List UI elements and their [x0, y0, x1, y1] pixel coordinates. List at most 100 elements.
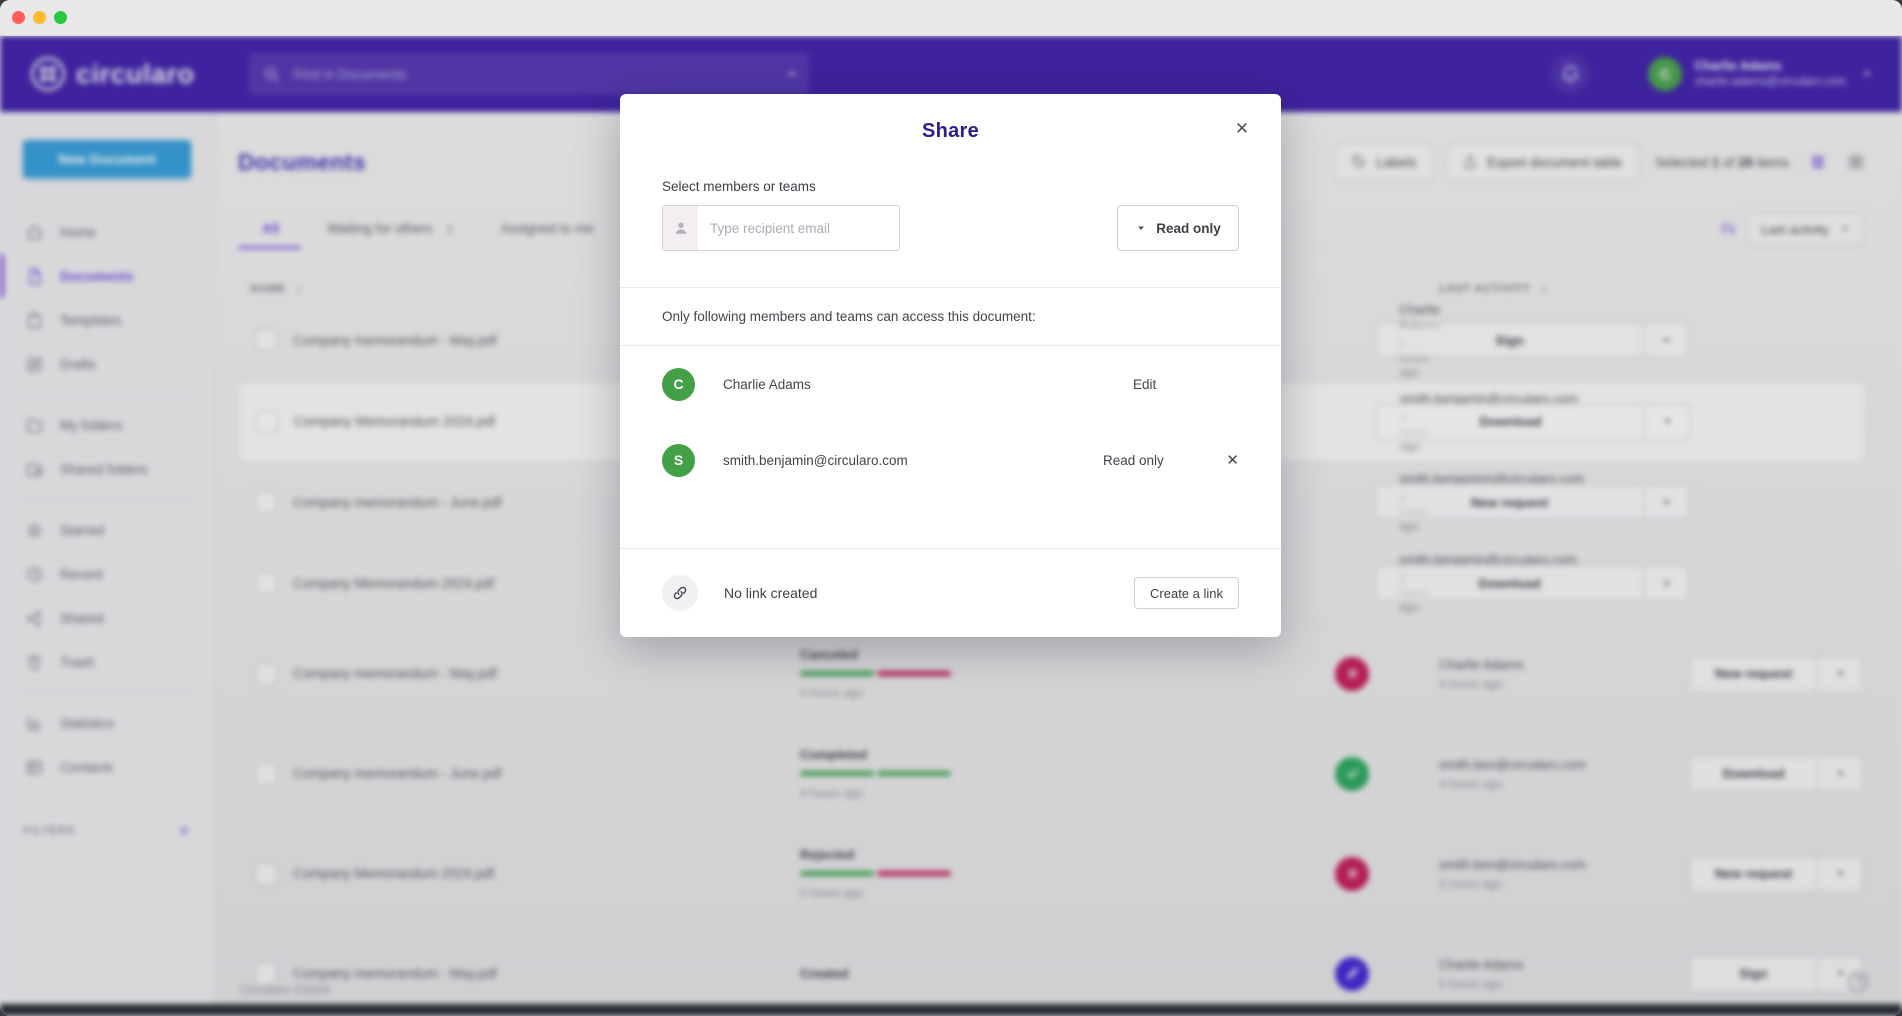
tab[interactable]: Assigned to me: [501, 221, 594, 249]
table-row[interactable]: Company memorandum - May.pdf Created Cha…: [238, 924, 1865, 1004]
row-action-button[interactable]: Download: [1375, 565, 1689, 601]
document-name[interactable]: Company memorandum - May.pdf: [293, 666, 497, 681]
sidebar-row: [0, 692, 214, 693]
row-action-button[interactable]: Download: [1376, 403, 1690, 440]
row-action-menu-button[interactable]: [1643, 566, 1688, 600]
minimize-window-button[interactable]: [33, 11, 46, 24]
row-action-label[interactable]: Sign: [1739, 966, 1768, 981]
close-window-button[interactable]: [12, 11, 25, 24]
row-action-label[interactable]: Download: [1722, 766, 1785, 781]
name-column-header[interactable]: NAME: [250, 283, 305, 295]
sidebar-row: [0, 394, 214, 395]
row-action-label[interactable]: Download: [1478, 575, 1541, 591]
sort-icon[interactable]: [1719, 220, 1737, 238]
sidebar-row: Contacts: [0, 745, 214, 789]
document-name[interactable]: Company memorandum - May.pdf: [293, 332, 497, 348]
sort-order-button[interactable]: Last activity: [1747, 213, 1865, 245]
sidebar-item[interactable]: Trash: [0, 640, 214, 684]
labels-button[interactable]: Labels: [1334, 143, 1434, 181]
row-checkbox[interactable]: [255, 962, 277, 985]
share-modal: Share ✕ Select members or teams Read onl…: [620, 94, 1281, 637]
member-permission[interactable]: Edit: [1133, 376, 1157, 392]
sidebar-item[interactable]: Statistics: [0, 701, 214, 745]
close-icon[interactable]: ✕: [1231, 118, 1253, 140]
global-search[interactable]: [248, 53, 809, 95]
row-checkbox[interactable]: [255, 662, 277, 685]
row-checkbox[interactable]: [256, 410, 278, 433]
user-menu[interactable]: C Charlie Adams charlie.adams@circularo.…: [1648, 57, 1874, 91]
sidebar-item-label: Drafts: [60, 356, 97, 372]
row-action-button[interactable]: Sign: [1689, 955, 1863, 992]
list-view-icon[interactable]: [1809, 153, 1827, 171]
sidebar-item[interactable]: Shared: [0, 596, 214, 640]
create-link-button[interactable]: Create a link: [1134, 577, 1239, 609]
table-row[interactable]: Company Memorandum 2024.pdf Rejected 5 h…: [238, 824, 1865, 924]
sidebar-item[interactable]: Shared folders: [0, 447, 214, 491]
export-document-table-button[interactable]: Export document table: [1445, 143, 1640, 181]
row-action-label[interactable]: New request: [1714, 666, 1793, 681]
table-row[interactable]: Company memorandum - May.pdf Charlie Ada…: [238, 300, 1865, 381]
tab[interactable]: All: [237, 221, 302, 249]
document-name[interactable]: Company Memorandum 2024.pdf: [294, 414, 496, 429]
row-action-menu-button[interactable]: [1643, 485, 1688, 519]
document-name[interactable]: Company Memorandum 2024.pdf: [293, 575, 495, 591]
tab[interactable]: Waiting for others 3: [327, 221, 452, 249]
search-scope-chevron-down-icon[interactable]: [785, 67, 799, 81]
sidebar-item[interactable]: Recent: [0, 552, 214, 596]
row-action-menu-button[interactable]: [1817, 856, 1862, 891]
table-row[interactable]: Company memorandum - May.pdf Canceled 4 …: [238, 624, 1865, 724]
user-email: charlie.adams@circularo.com: [1694, 75, 1846, 88]
table-row[interactable]: Company memorandum - June.pdf smith.benj…: [238, 462, 1865, 543]
sidebar-item[interactable]: Documents: [0, 254, 214, 298]
sidebar-item-label: My folders: [60, 417, 123, 433]
last-activity-column-header[interactable]: LAST ACTIVITY: [1439, 283, 1550, 295]
sort-updown-icon: [293, 283, 305, 295]
document-name[interactable]: Company memorandum - May.pdf: [293, 966, 497, 981]
row-checkbox[interactable]: [255, 762, 277, 785]
sidebar-item[interactable]: Contacts: [0, 745, 214, 789]
document-name[interactable]: Company Memorandum 2024.pdf: [293, 866, 495, 881]
help-icon: [1846, 970, 1870, 994]
sidebar-item[interactable]: Home: [0, 210, 214, 254]
row-action-button[interactable]: Download: [1689, 755, 1863, 792]
row-action-label[interactable]: New request: [1714, 866, 1793, 881]
row-checkbox[interactable]: [255, 862, 277, 885]
row-action-menu-button[interactable]: [1644, 404, 1689, 439]
search-input[interactable]: [293, 66, 795, 82]
member-permission[interactable]: Read only: [1103, 452, 1164, 468]
sidebar-item[interactable]: Drafts: [0, 342, 214, 386]
permission-dropdown[interactable]: Read only: [1117, 205, 1239, 251]
row-checkbox[interactable]: [255, 491, 277, 513]
help-button[interactable]: [1846, 970, 1870, 994]
row-action-menu-button[interactable]: [1817, 656, 1862, 691]
add-filter-plus-icon[interactable]: [177, 823, 192, 838]
table-row[interactable]: Company memorandum - June.pdf Completed …: [238, 724, 1865, 824]
remove-member-icon[interactable]: ✕: [1209, 451, 1239, 469]
sidebar-item[interactable]: My folders: [0, 403, 214, 447]
row-action-menu-button[interactable]: [1817, 756, 1862, 791]
row-action-label[interactable]: Sign: [1495, 332, 1524, 348]
notifications-button[interactable]: [1550, 54, 1591, 94]
row-checkbox[interactable]: [255, 329, 277, 351]
row-checkbox[interactable]: [255, 572, 277, 594]
activity-time: 5 hours ago: [1439, 976, 1503, 991]
row-action-label[interactable]: New request: [1470, 494, 1549, 510]
maximize-window-button[interactable]: [54, 11, 67, 24]
row-action-button[interactable]: New request: [1689, 655, 1863, 692]
document-name[interactable]: Company memorandum - June.pdf: [293, 494, 502, 510]
new-document-button[interactable]: New Document: [23, 140, 191, 178]
recipient-email-input[interactable]: [698, 206, 899, 250]
row-action-label[interactable]: Download: [1479, 414, 1542, 429]
app-logo[interactable]: circularo: [30, 56, 195, 92]
document-name[interactable]: Company memorandum - June.pdf: [293, 766, 502, 781]
sidebar-item[interactable]: Templates: [0, 298, 214, 342]
row-action-button[interactable]: New request: [1689, 855, 1863, 892]
sidebar-item[interactable]: Starred: [0, 508, 214, 552]
row-action-menu-button[interactable]: [1643, 323, 1688, 357]
row-action-button[interactable]: Sign: [1375, 322, 1689, 358]
row-action-button[interactable]: New request: [1375, 484, 1689, 520]
activity-user: Charlie Adams: [1439, 656, 1524, 672]
row-action-menu-button[interactable]: [1817, 956, 1862, 991]
selected-summary: Selected 1 of 28 items: [1655, 154, 1789, 170]
grid-view-icon[interactable]: [1847, 153, 1865, 171]
